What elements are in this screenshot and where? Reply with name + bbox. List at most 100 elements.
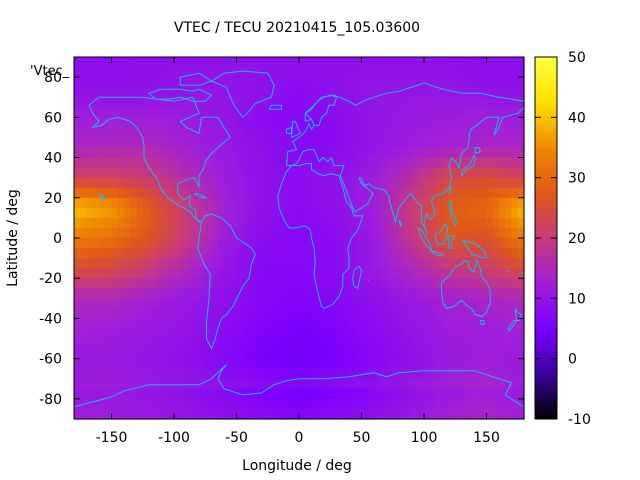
heatmap-cell	[424, 67, 431, 78]
heatmap-cell	[461, 107, 469, 118]
heatmap-cell	[461, 77, 469, 88]
heatmap-cell	[436, 388, 444, 400]
heatmap-cell	[192, 408, 200, 420]
heatmap-cell	[480, 57, 488, 68]
heatmap-cell	[349, 177, 356, 189]
heatmap-cell	[105, 77, 113, 88]
heatmap-cell	[286, 127, 294, 139]
heatmap-cell	[374, 137, 381, 149]
heatmap-cell	[117, 207, 125, 219]
heatmap-cell	[305, 248, 313, 259]
heatmap-cell	[311, 137, 319, 149]
heatmap-cell	[386, 167, 394, 179]
heatmap-cell	[142, 97, 150, 108]
heatmap-cell	[517, 288, 525, 299]
heatmap-cell	[267, 187, 275, 199]
heatmap-cell	[255, 298, 263, 309]
heatmap-cell	[386, 258, 394, 269]
heatmap-cell	[124, 207, 131, 219]
heatmap-cell	[136, 77, 144, 88]
heatmap-cell	[136, 107, 144, 118]
heatmap-cell	[474, 167, 481, 179]
heatmap-cell	[430, 238, 438, 249]
heatmap-cell	[192, 147, 200, 159]
heatmap-cell	[80, 318, 88, 330]
heatmap-cell	[474, 238, 481, 249]
heatmap-cell	[167, 358, 175, 370]
heatmap-cell	[455, 127, 463, 139]
heatmap-cell	[430, 187, 438, 199]
heatmap-cell	[461, 258, 469, 269]
heatmap-cell	[261, 238, 269, 249]
heatmap-cell	[442, 77, 450, 88]
heatmap-cell	[267, 107, 275, 118]
heatmap-cell	[230, 328, 238, 340]
heatmap-cell	[486, 87, 494, 98]
heatmap-cell	[217, 77, 225, 88]
heatmap-cell	[105, 408, 113, 420]
heatmap-cell	[261, 197, 269, 209]
heatmap-cell	[486, 328, 494, 340]
heatmap-cell	[424, 288, 431, 299]
heatmap-cell	[180, 137, 188, 149]
heatmap-cell	[355, 77, 363, 88]
heatmap-cell	[336, 238, 344, 249]
heatmap-cell	[92, 217, 100, 229]
heatmap-cell	[155, 167, 163, 179]
heatmap-cell	[149, 127, 156, 139]
heatmap-cell	[430, 298, 438, 309]
heatmap-cell	[180, 177, 188, 189]
heatmap-cell	[480, 408, 488, 420]
heatmap-cell	[330, 308, 338, 320]
heatmap-cell	[142, 167, 150, 179]
heatmap-cell	[474, 348, 481, 360]
heatmap-cell	[461, 57, 469, 68]
heatmap-cell	[142, 57, 150, 68]
heatmap-cell	[405, 318, 413, 330]
heatmap-cell	[99, 167, 106, 179]
heatmap-cell	[386, 408, 394, 420]
heatmap-cell	[142, 318, 150, 330]
heatmap-cell	[399, 268, 406, 279]
heatmap-cell	[386, 328, 394, 340]
heatmap-cell	[430, 117, 438, 128]
heatmap-cell	[336, 378, 344, 390]
heatmap-cell	[467, 227, 475, 239]
heatmap-cell	[461, 227, 469, 239]
heatmap-cell	[180, 328, 188, 340]
heatmap-cell	[492, 217, 500, 229]
heatmap-cell	[330, 57, 338, 68]
heatmap-cell	[161, 338, 169, 350]
heatmap-cell	[92, 298, 100, 309]
heatmap-cell	[261, 328, 269, 340]
heatmap-cell	[249, 258, 256, 269]
heatmap-cell	[442, 207, 450, 219]
heatmap-cell	[374, 97, 381, 108]
heatmap-cell	[192, 358, 200, 370]
coastline	[73, 364, 525, 408]
heatmap-cell	[517, 57, 525, 68]
heatmap-cell	[424, 167, 431, 179]
heatmap-cell	[399, 217, 406, 229]
heatmap-cell	[317, 248, 325, 259]
heatmap-cell	[405, 57, 413, 68]
heatmap-cell	[317, 258, 325, 269]
heatmap-cell	[461, 167, 469, 179]
colorbar-tick-label: 50	[568, 50, 586, 66]
heatmap-cell	[442, 197, 450, 209]
coastline	[474, 147, 481, 154]
heatmap-cell	[111, 87, 119, 98]
heatmap-cell	[511, 57, 519, 68]
heatmap-cell	[505, 207, 513, 219]
heatmap-cell	[467, 268, 475, 279]
heatmap-cell	[249, 227, 256, 239]
heatmap-cell	[236, 137, 244, 149]
heatmap-cell	[80, 358, 88, 370]
heatmap-cell	[205, 278, 213, 289]
heatmap-cell	[124, 318, 131, 330]
heatmap-cell	[480, 348, 488, 360]
heatmap-cell	[399, 57, 406, 68]
heatmap-cell	[380, 107, 388, 118]
heatmap-cell	[505, 348, 513, 360]
heatmap-cell	[224, 258, 231, 269]
